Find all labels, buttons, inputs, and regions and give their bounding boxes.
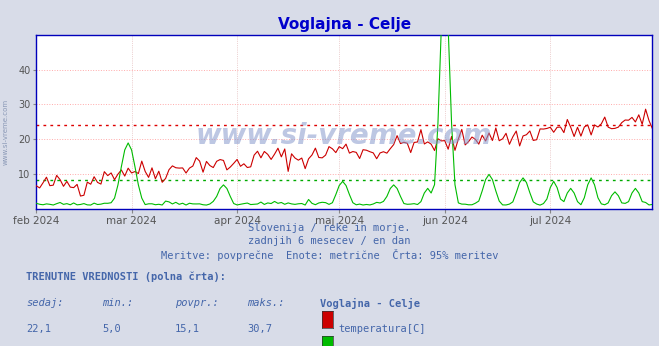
Text: www.si-vreme.com: www.si-vreme.com: [2, 98, 9, 165]
Text: maks.:: maks.:: [247, 298, 285, 308]
Text: www.si-vreme.com: www.si-vreme.com: [196, 122, 492, 150]
Text: Slovenija / reke in morje.: Slovenija / reke in morje.: [248, 223, 411, 233]
Text: povpr.:: povpr.:: [175, 298, 218, 308]
Text: 15,1: 15,1: [175, 324, 200, 334]
Text: 22,1: 22,1: [26, 324, 51, 334]
Text: TRENUTNE VREDNOSTI (polna črta):: TRENUTNE VREDNOSTI (polna črta):: [26, 272, 226, 282]
Title: Voglajna - Celje: Voglajna - Celje: [277, 17, 411, 32]
Text: 5,0: 5,0: [102, 324, 121, 334]
Text: min.:: min.:: [102, 298, 133, 308]
Text: Meritve: povprečne  Enote: metrične  Črta: 95% meritev: Meritve: povprečne Enote: metrične Črta:…: [161, 249, 498, 261]
Text: 30,7: 30,7: [247, 324, 272, 334]
Text: zadnjih 6 mesecev / en dan: zadnjih 6 mesecev / en dan: [248, 236, 411, 246]
Text: Voglajna - Celje: Voglajna - Celje: [320, 298, 420, 309]
Text: sedaj:: sedaj:: [26, 298, 64, 308]
Text: temperatura[C]: temperatura[C]: [338, 324, 426, 334]
